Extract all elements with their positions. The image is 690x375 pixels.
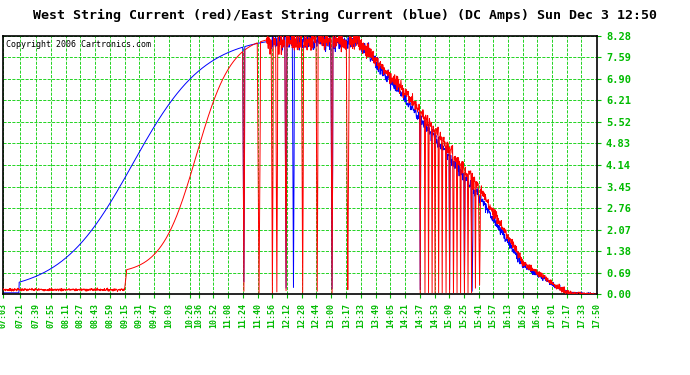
- Text: West String Current (red)/East String Current (blue) (DC Amps) Sun Dec 3 12:50: West String Current (red)/East String Cu…: [33, 9, 657, 22]
- Text: Copyright 2006 Cartronics.com: Copyright 2006 Cartronics.com: [6, 39, 151, 48]
